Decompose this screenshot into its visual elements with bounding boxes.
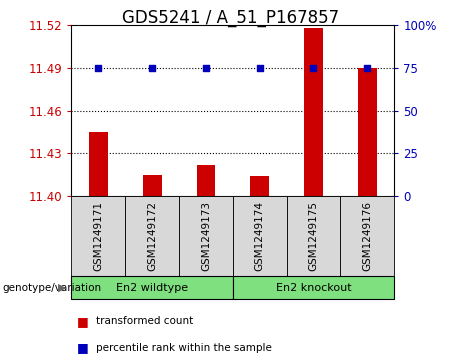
Bar	[233, 276, 394, 299]
Point	[95, 65, 102, 71]
Bar	[358, 68, 377, 196]
Text: ▶: ▶	[59, 283, 67, 293]
Text: ■: ■	[77, 315, 89, 328]
Text: GSM1249171: GSM1249171	[93, 201, 103, 271]
Bar	[287, 196, 340, 276]
Bar	[143, 175, 161, 196]
Text: GDS5241 / A_51_P167857: GDS5241 / A_51_P167857	[122, 9, 339, 27]
Bar	[196, 165, 215, 196]
Point	[364, 65, 371, 71]
Bar	[71, 276, 233, 299]
Text: GSM1249172: GSM1249172	[147, 201, 157, 271]
Text: genotype/variation: genotype/variation	[2, 283, 101, 293]
Text: GSM1249173: GSM1249173	[201, 201, 211, 271]
Text: En2 wildtype: En2 wildtype	[116, 283, 188, 293]
Text: En2 knockout: En2 knockout	[276, 283, 351, 293]
Text: ■: ■	[77, 341, 89, 354]
Point	[148, 65, 156, 71]
Bar	[125, 196, 179, 276]
Bar	[71, 196, 125, 276]
Text: GSM1249174: GSM1249174	[254, 201, 265, 271]
Bar	[340, 196, 394, 276]
Bar	[233, 196, 287, 276]
Bar	[179, 196, 233, 276]
Bar	[304, 28, 323, 196]
Text: GSM1249175: GSM1249175	[308, 201, 319, 271]
Text: transformed count: transformed count	[96, 317, 194, 326]
Text: GSM1249176: GSM1249176	[362, 201, 372, 271]
Bar	[250, 176, 269, 196]
Text: percentile rank within the sample: percentile rank within the sample	[96, 343, 272, 353]
Bar	[89, 132, 108, 196]
Point	[256, 65, 263, 71]
Point	[310, 65, 317, 71]
Point	[202, 65, 210, 71]
